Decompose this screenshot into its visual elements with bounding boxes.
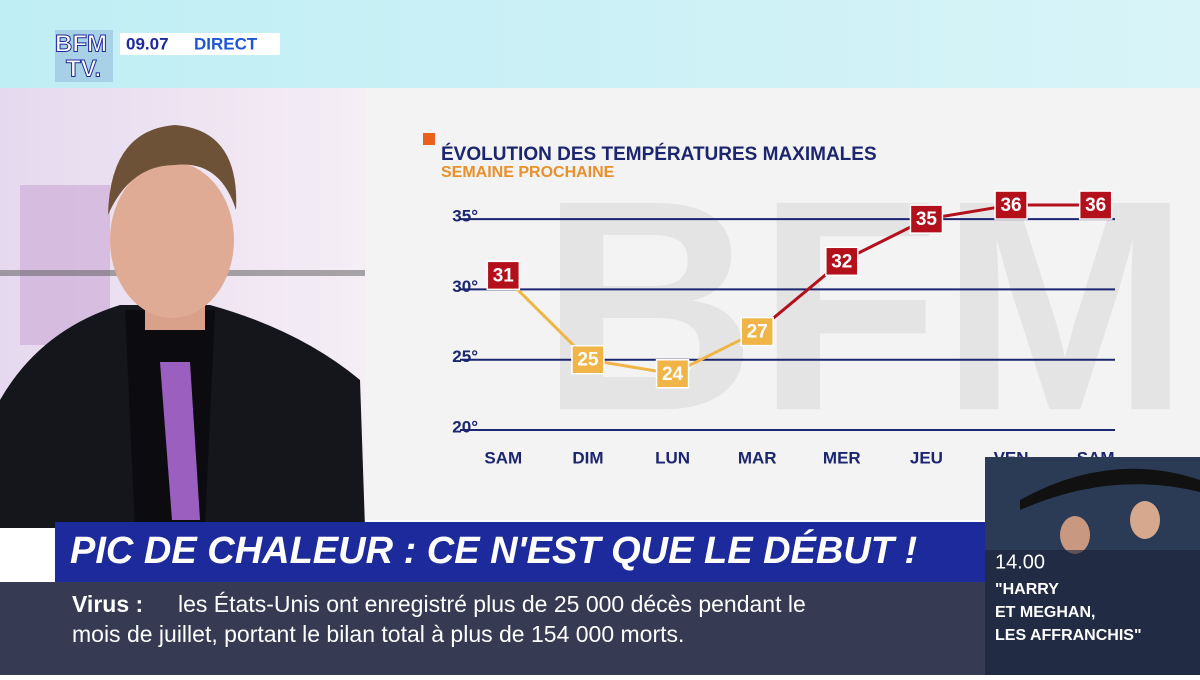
headline: PIC DE CHALEUR : CE N'EST QUE LE DÉBUT !	[70, 528, 917, 572]
promo-title: LES AFFRANCHIS"	[995, 627, 1142, 644]
point-box	[825, 246, 859, 277]
promo-title: ET MEGHAN,	[995, 604, 1095, 621]
promo-shade	[985, 550, 1200, 675]
presenter-hair	[108, 125, 237, 215]
value-label: 24	[662, 364, 684, 385]
promo-time: 14.00	[995, 551, 1045, 573]
plot: 20°25°30°35°SAMDIMLUNMARMERJEUVENSAM3125…	[452, 190, 1115, 467]
value-label: 36	[1000, 195, 1021, 216]
value-label: 35	[916, 209, 938, 230]
y-tick-label: 25°	[452, 347, 478, 366]
point-box	[994, 190, 1028, 220]
x-tick-label: SAM	[484, 448, 522, 467]
value-label: 32	[831, 251, 852, 272]
ticker-bar	[0, 582, 985, 675]
presenter-tie	[160, 362, 200, 520]
value-label: 36	[1085, 195, 1106, 216]
chart-title: ÉVOLUTION DES TEMPÉRATURES MAXIMALES	[441, 143, 877, 165]
logo: BFM	[55, 30, 107, 57]
point-box	[1078, 190, 1113, 220]
ticker-label: Virus :	[72, 591, 143, 617]
promo-face	[1130, 501, 1160, 539]
x-tick-label: MAR	[738, 448, 777, 467]
value-label: 25	[577, 350, 599, 371]
ticker-line: mois de juillet, portant le bilan total …	[72, 621, 684, 647]
y-tick-label: 20°	[452, 417, 478, 436]
y-tick-label: 30°	[452, 277, 478, 296]
x-tick-label: DIM	[572, 448, 603, 467]
point-box	[571, 344, 605, 375]
value-label: 31	[493, 265, 515, 286]
value-label: 27	[747, 322, 768, 343]
point-box	[655, 359, 690, 389]
y-tick-label: 35°	[452, 207, 478, 226]
title-marker	[423, 133, 435, 145]
ticker-line: les États-Unis ont enregistré plus de 25…	[178, 591, 806, 617]
promo-umbrella	[1020, 468, 1200, 510]
live-label: DIRECT	[194, 34, 258, 53]
point-box	[909, 204, 944, 234]
point-box	[486, 260, 521, 291]
presenter-face	[110, 162, 234, 318]
promo-face	[1060, 516, 1090, 554]
live-box	[120, 33, 280, 55]
x-tick-label: MER	[823, 448, 861, 467]
headline-bar	[55, 522, 985, 582]
chart-panel	[365, 88, 1200, 520]
x-tick-label: LUN	[655, 448, 690, 467]
logo-bg	[55, 30, 113, 82]
clock: 09.07	[126, 34, 169, 53]
x-tick-label: JEU	[910, 448, 943, 467]
chart-subtitle: SEMAINE PROCHAINE	[441, 164, 615, 181]
watermark: BFM	[540, 137, 1190, 473]
point-box	[740, 316, 774, 347]
promo-title: "HARRY	[995, 581, 1059, 598]
logo: TV.	[66, 55, 101, 82]
